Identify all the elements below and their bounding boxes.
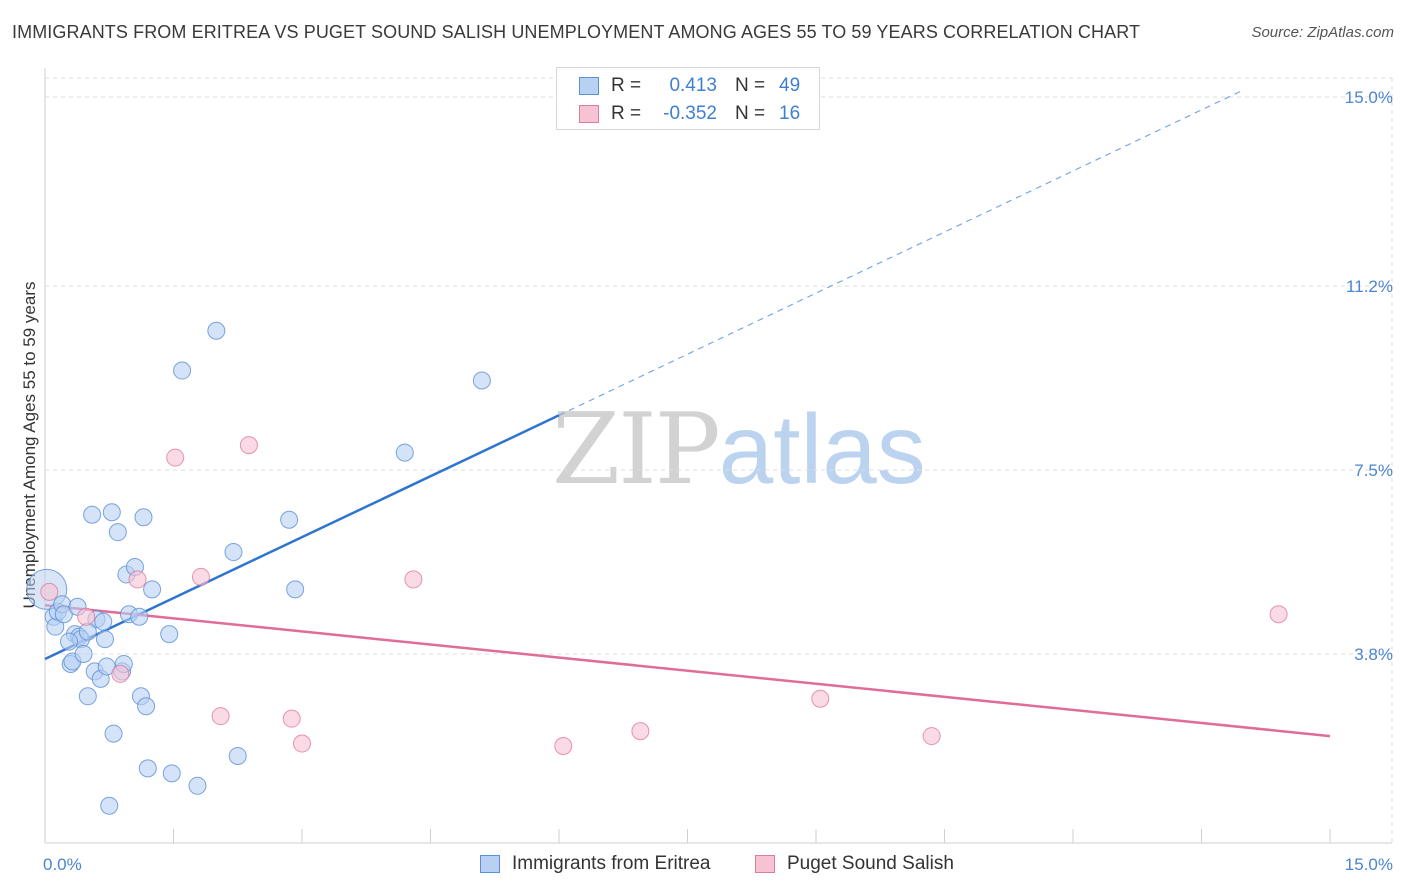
point-salish xyxy=(166,448,185,467)
x-tick-label-min: 0.0% xyxy=(43,855,82,874)
point-eritrea xyxy=(188,776,207,795)
point-eritrea xyxy=(143,580,162,599)
point-eritrea xyxy=(160,625,179,644)
y-tick-label: 11.2% xyxy=(1346,277,1393,296)
correlation-legend: R = 0.413 N = 49 R = -0.352 N = 16 xyxy=(556,67,820,130)
point-salish xyxy=(191,567,210,586)
point-eritrea xyxy=(162,764,181,783)
point-eritrea xyxy=(108,523,127,542)
gridlines xyxy=(45,77,1393,843)
r-value-eritrea: 0.413 xyxy=(669,75,717,96)
r-label: R = xyxy=(611,103,642,124)
series-legend-salish: Puget Sound Salish xyxy=(755,851,954,877)
point-eritrea xyxy=(138,759,157,778)
series-legend-eritrea: Immigrants from Eritrea xyxy=(480,851,710,877)
legend-row-eritrea: R = 0.413 N = 49 xyxy=(579,73,800,99)
series-name-salish: Puget Sound Salish xyxy=(787,853,954,874)
x-tick-label-max: 15.0% xyxy=(1345,855,1393,874)
point-salish xyxy=(811,689,830,708)
legend-row-salish: R = -0.352 N = 16 xyxy=(579,101,800,127)
point-salish xyxy=(77,607,96,626)
point-eritrea xyxy=(102,503,121,522)
point-salish xyxy=(40,582,59,601)
n-value-eritrea: 49 xyxy=(779,75,801,96)
y-tick-label: 15.0% xyxy=(1345,88,1393,107)
point-salish xyxy=(922,727,941,746)
point-eritrea xyxy=(54,605,73,624)
point-salish xyxy=(404,570,423,589)
n-label: N = xyxy=(735,75,766,96)
point-salish xyxy=(211,707,230,726)
point-eritrea xyxy=(472,371,491,390)
point-eritrea xyxy=(95,630,114,649)
series-name-eritrea: Immigrants from Eritrea xyxy=(512,853,711,874)
n-label: N = xyxy=(735,103,766,124)
point-eritrea xyxy=(130,607,149,626)
swatch-eritrea xyxy=(480,855,500,873)
point-eritrea xyxy=(224,543,243,562)
point-eritrea xyxy=(104,724,123,743)
point-salish xyxy=(239,436,258,455)
point-eritrea xyxy=(100,796,119,815)
point-eritrea xyxy=(228,746,247,765)
point-eritrea xyxy=(207,321,226,340)
point-eritrea xyxy=(78,622,97,641)
source-credit: Source: ZipAtlas.com xyxy=(1251,24,1394,41)
point-eritrea xyxy=(59,632,78,651)
y-tick-label: 3.8% xyxy=(1354,645,1393,664)
point-eritrea xyxy=(74,645,93,664)
trendlines xyxy=(44,88,1331,738)
r-label: R = xyxy=(611,75,642,96)
trendline-salish xyxy=(44,604,1331,738)
trendline-eritrea-extension xyxy=(558,88,1245,416)
point-eritrea xyxy=(83,505,102,524)
point-eritrea xyxy=(94,612,113,631)
data-points xyxy=(26,321,1288,815)
point-salish xyxy=(1269,605,1288,624)
point-eritrea xyxy=(173,361,192,380)
point-eritrea xyxy=(78,687,97,706)
point-salish xyxy=(293,734,311,753)
point-salish xyxy=(128,570,147,589)
swatch-eritrea xyxy=(579,77,599,95)
point-salish xyxy=(631,722,650,741)
point-eritrea xyxy=(286,580,305,599)
axes xyxy=(44,68,1392,844)
point-salish xyxy=(111,664,130,683)
point-salish xyxy=(282,709,301,728)
swatch-salish xyxy=(579,105,599,123)
point-eritrea xyxy=(280,510,299,529)
point-eritrea xyxy=(395,443,414,462)
n-value-salish: 16 xyxy=(779,103,801,124)
chart-title: IMMIGRANTS FROM ERITREA VS PUGET SOUND S… xyxy=(12,22,1141,42)
tick-labels: 3.8% 7.5% 11.2% 15.0% 0.0% 15.0% xyxy=(43,88,1393,874)
r-value-salish: -0.352 xyxy=(663,103,717,124)
point-eritrea xyxy=(137,697,156,716)
y-tick-label: 7.5% xyxy=(1354,461,1393,480)
point-salish xyxy=(554,737,573,756)
point-eritrea xyxy=(134,508,153,527)
swatch-salish xyxy=(755,855,775,873)
